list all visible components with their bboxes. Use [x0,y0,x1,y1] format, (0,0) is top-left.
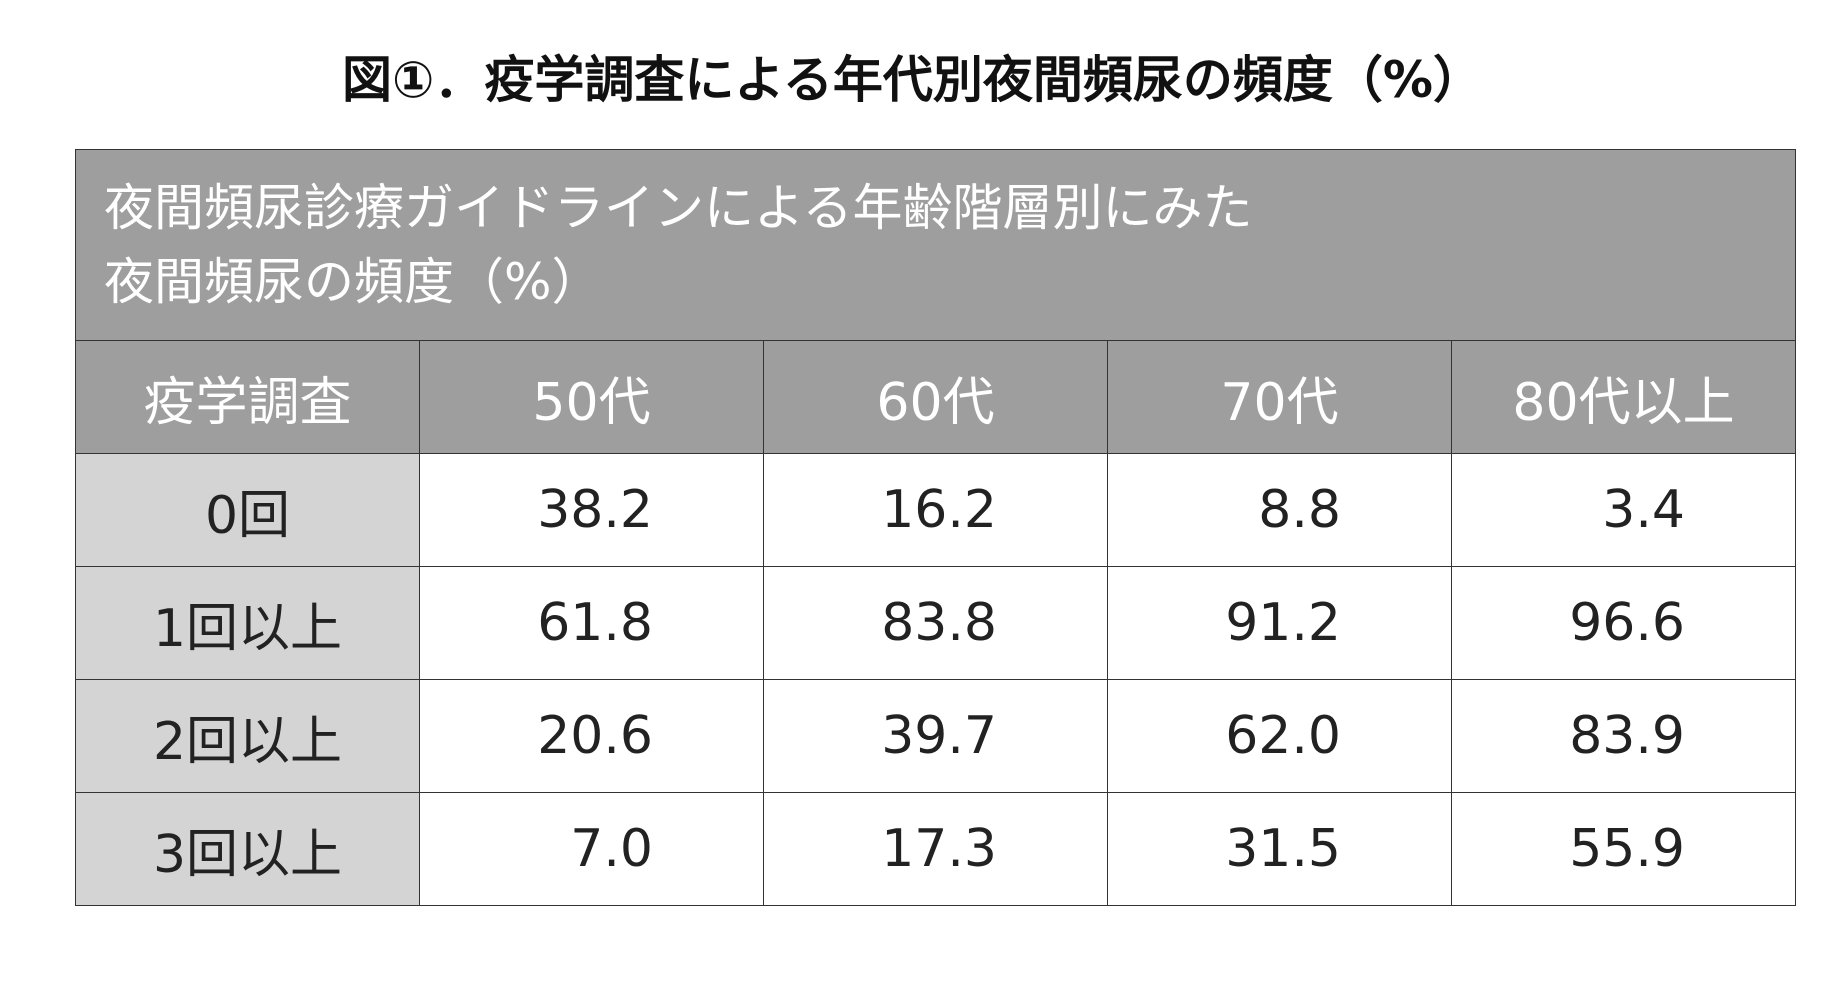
header-cell: 疫学調査 [75,340,420,454]
data-row: 0回 38.2 16.2 8.8 3.4 [75,453,1796,567]
data-row: 1回以上 61.8 83.8 91.2 96.6 [75,566,1796,680]
caption-line: 夜間頻尿の頻度（%） [104,253,602,311]
value-cell: 39.7 [763,679,1108,793]
value-cell: 20.6 [419,679,764,793]
data-row: 2回以上 20.6 39.7 62.0 83.9 [75,679,1796,793]
header-cell: 60代 [763,340,1108,454]
value-cell: 31.5 [1107,792,1452,906]
row-label: 3回以上 [75,792,420,906]
frequency-table: 夜間頻尿診療ガイドラインによる年齢階層別にみた 夜間頻尿の頻度（%） 疫学調査 5… [75,149,1796,906]
value-cell: 83.9 [1451,679,1796,793]
header-cell: 70代 [1107,340,1452,454]
value-cell: 16.2 [763,453,1108,567]
row-label: 1回以上 [75,566,420,680]
value-cell: 55.9 [1451,792,1796,906]
header-row: 疫学調査 50代 60代 70代 80代以上 [75,340,1796,454]
header-cell: 80代以上 [1451,340,1796,454]
figure-title: 図①．疫学調査による年代別夜間頻尿の頻度（%） [342,51,1483,109]
caption-line: 夜間頻尿診療ガイドラインによる年齢階層別にみた [104,179,1253,237]
value-cell: 91.2 [1107,566,1452,680]
data-row: 3回以上 7.0 17.3 31.5 55.9 [75,792,1796,906]
row-label: 2回以上 [75,679,420,793]
value-cell: 7.0 [419,792,764,906]
value-cell: 83.8 [763,566,1108,680]
value-cell: 3.4 [1451,453,1796,567]
value-cell: 96.6 [1451,566,1796,680]
value-cell: 8.8 [1107,453,1452,567]
caption-row: 夜間頻尿診療ガイドラインによる年齢階層別にみた 夜間頻尿の頻度（%） [75,149,1796,341]
value-cell: 62.0 [1107,679,1452,793]
row-label: 0回 [75,453,420,567]
header-cell: 50代 [419,340,764,454]
value-cell: 61.8 [419,566,764,680]
value-cell: 38.2 [419,453,764,567]
table-body: 夜間頻尿診療ガイドラインによる年齢階層別にみた 夜間頻尿の頻度（%） 疫学調査 5… [75,149,1796,906]
table-caption: 夜間頻尿診療ガイドラインによる年齢階層別にみた 夜間頻尿の頻度（%） [75,149,1796,341]
value-cell: 17.3 [763,792,1108,906]
